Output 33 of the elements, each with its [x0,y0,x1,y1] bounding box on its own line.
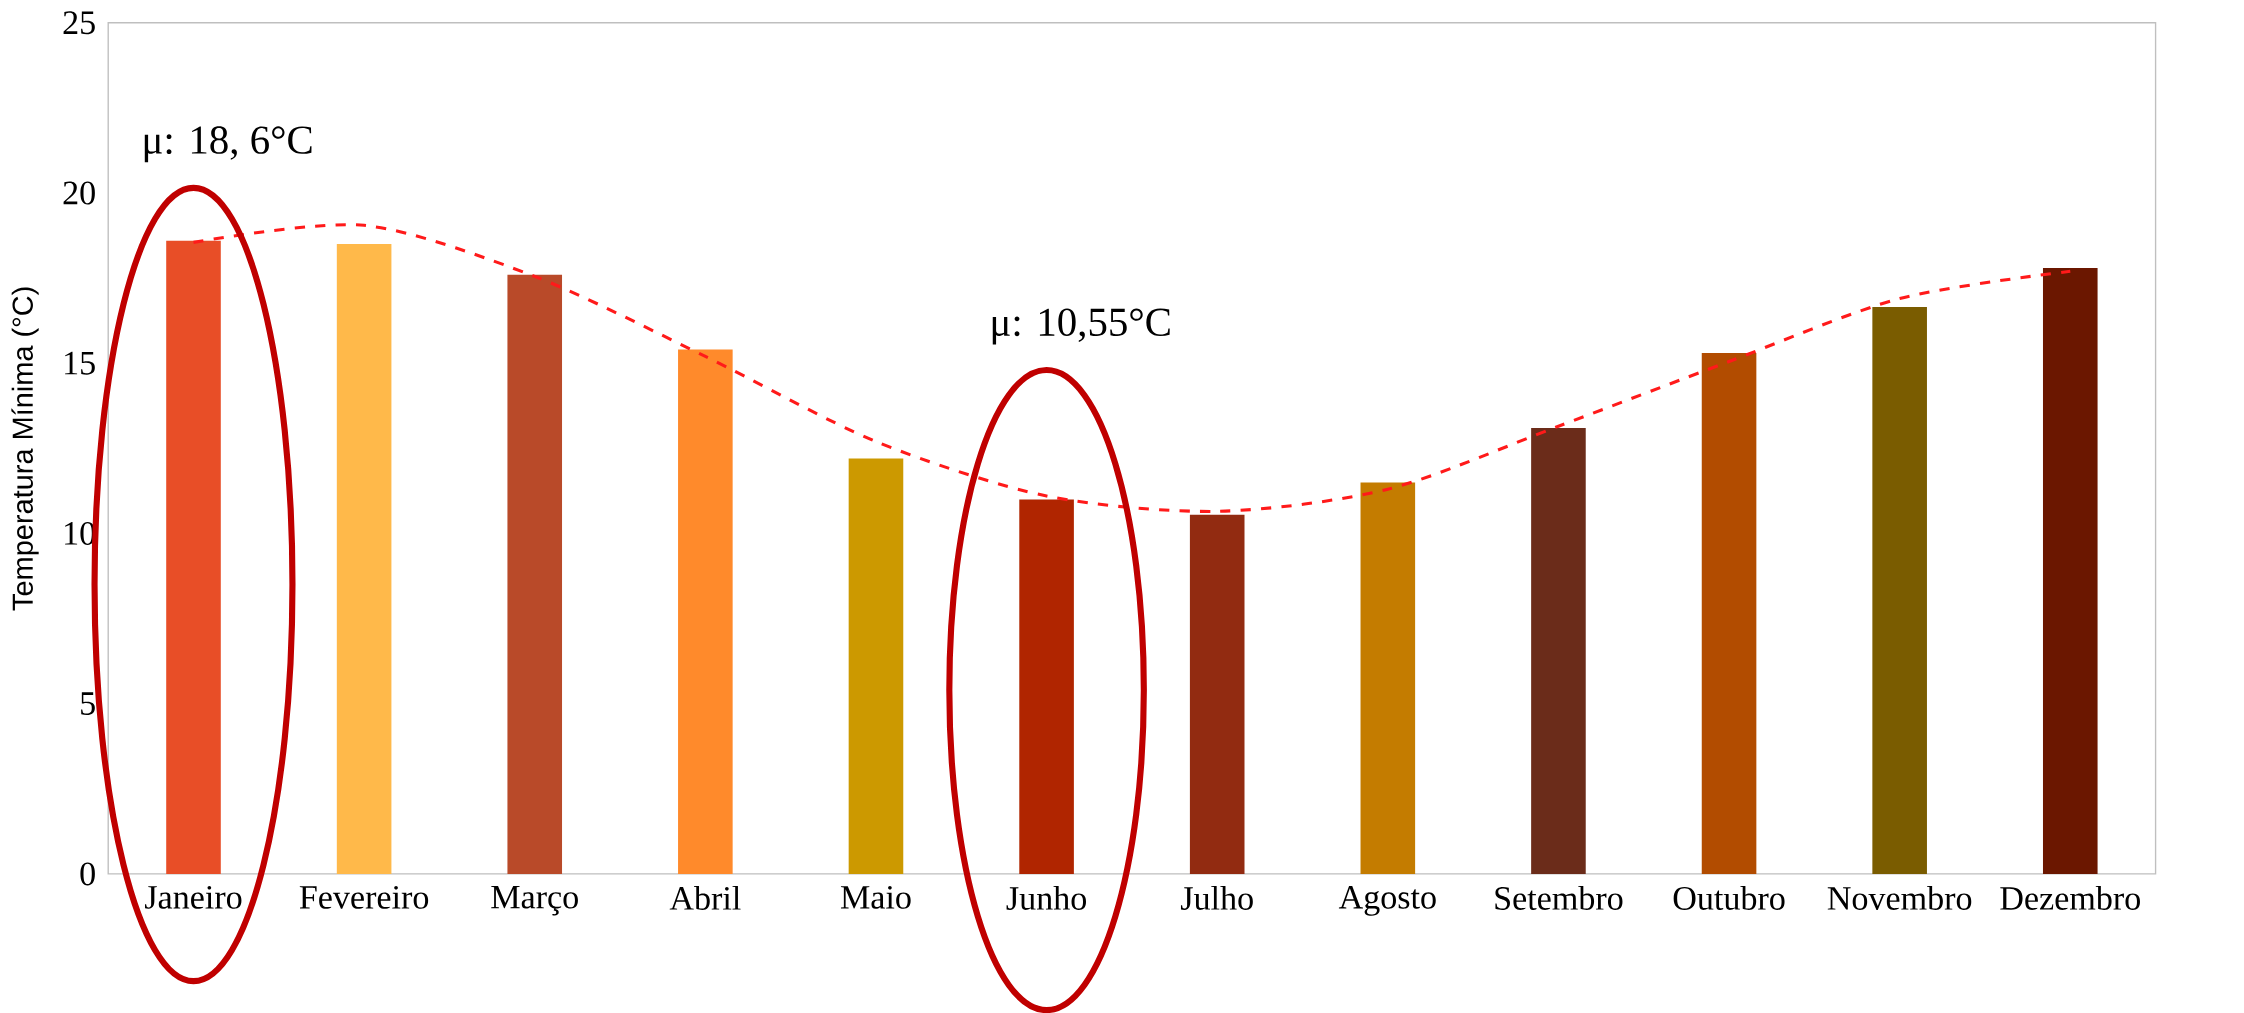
bar [1531,427,1586,874]
y-tick-label: 5 [81,692,95,715]
x-tick-label: Abril [669,885,741,910]
annotation: μ: 10,55°C [992,308,1170,345]
bar [1189,514,1245,874]
line-series [191,223,2072,513]
bar [2042,267,2098,874]
x-tick-label: Dezembro [2000,885,2140,910]
y-tick-label: 20 [63,181,95,205]
y-tick-label: 25 [63,11,95,35]
bar [678,349,733,874]
x-tick-label: Setembro [1495,885,1623,910]
bar [336,243,392,874]
x-tick-label: Agosto [1338,885,1436,916]
annotation: μ: 18, 6°C [144,126,312,163]
bar [507,274,563,874]
y-tick-label: 15 [65,351,95,375]
x-tick-label: Julho [1180,885,1253,910]
bar [1019,499,1074,874]
x-tick-label: Junho [1006,885,1087,910]
x-tick-label: Janeiro [145,885,242,909]
x-tick-label: Outubro [1673,885,1785,910]
bar [848,458,904,874]
x-tick-label: Maio [840,885,911,909]
bar [1360,482,1416,874]
bar [1872,306,1927,874]
x-tick-label: Fevereiro [299,885,429,909]
y-axis-title: Temperatura Mínima (°C) [11,287,39,611]
x-tick-label: Novembro [1827,885,1972,910]
x-tick-label: Março [491,885,578,916]
bar [1701,352,1757,874]
y-tick-label: 0 [80,862,95,886]
bar [166,240,221,874]
